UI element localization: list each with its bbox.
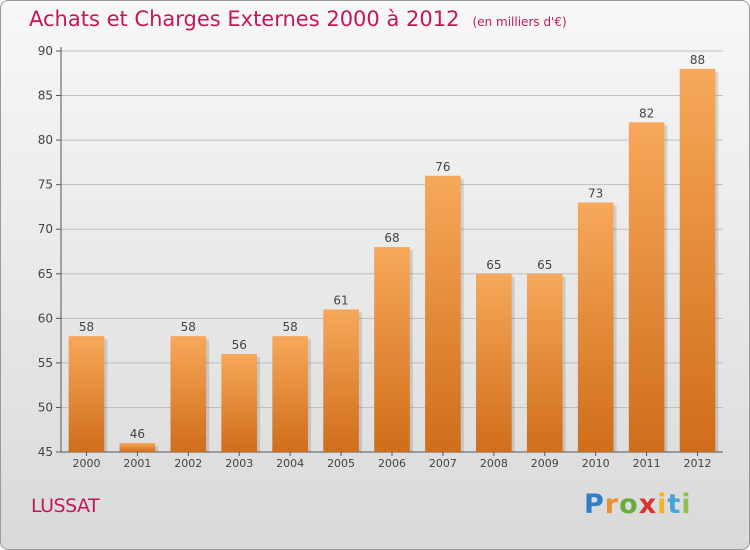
x-tick-label: 2000 bbox=[72, 457, 100, 470]
bar-2006 bbox=[374, 247, 410, 452]
x-tick-label: 2003 bbox=[225, 457, 253, 470]
x-tick-label: 2011 bbox=[633, 457, 661, 470]
commune-name: LUSSAT bbox=[31, 495, 100, 517]
bar-2009 bbox=[526, 273, 563, 452]
x-tick-label: 2012 bbox=[684, 457, 712, 470]
y-tick-label: 65 bbox=[38, 267, 53, 281]
y-tick-label: 85 bbox=[38, 89, 53, 103]
y-tick-label: 55 bbox=[38, 356, 53, 370]
bar-2003 bbox=[221, 353, 258, 452]
logo-letter: P bbox=[584, 489, 605, 520]
data-label: 58 bbox=[79, 320, 94, 334]
x-tick-label: 2008 bbox=[480, 457, 508, 470]
data-label: 61 bbox=[333, 293, 348, 307]
data-label: 65 bbox=[537, 258, 552, 272]
x-tick-label: 2007 bbox=[429, 457, 457, 470]
proxiti-logo[interactable]: Proxiti bbox=[584, 489, 692, 520]
data-labels: 58 46 58 56 58 61 68 76 65 65 73 82 88 bbox=[79, 53, 705, 441]
x-tick-label: 2010 bbox=[582, 457, 610, 470]
logo-letter: r bbox=[604, 489, 620, 520]
chart-title: Achats et Charges Externes 2000 à 2012 (… bbox=[29, 7, 567, 31]
logo-letter: i bbox=[657, 489, 668, 520]
bar-2010 bbox=[577, 202, 614, 452]
x-tick-label: 2006 bbox=[378, 457, 406, 470]
logo-letter: t bbox=[667, 489, 682, 520]
x-tick-label: 2002 bbox=[174, 457, 202, 470]
y-tick-label: 70 bbox=[38, 222, 53, 236]
data-label: 68 bbox=[384, 231, 399, 245]
x-tick-label: 2005 bbox=[327, 457, 355, 470]
y-tick-label: 80 bbox=[38, 133, 53, 147]
y-tick-label: 60 bbox=[38, 311, 53, 325]
y-tick-label: 90 bbox=[38, 44, 53, 58]
y-tick-label: 75 bbox=[38, 178, 53, 192]
bar-2002 bbox=[170, 336, 207, 452]
data-label: 88 bbox=[690, 53, 705, 67]
bar-2008 bbox=[476, 273, 512, 452]
x-tick-label: 2001 bbox=[123, 457, 151, 470]
y-tick-label: 45 bbox=[38, 445, 53, 459]
bar-2001 bbox=[119, 443, 156, 452]
chart-unit: (en milliers d'€) bbox=[472, 15, 567, 29]
data-label: 58 bbox=[283, 320, 298, 334]
x-tick-label: 2004 bbox=[276, 457, 304, 470]
data-label: 65 bbox=[486, 258, 501, 272]
bar-2000 bbox=[68, 336, 105, 452]
data-label: 76 bbox=[435, 160, 450, 174]
logo-letter: x bbox=[638, 489, 658, 520]
bar-2005 bbox=[323, 309, 359, 452]
data-label: 58 bbox=[181, 320, 196, 334]
bar-2011 bbox=[628, 122, 665, 453]
logo-letter: o bbox=[619, 489, 639, 520]
bar-2004 bbox=[272, 336, 308, 452]
bar-2012 bbox=[679, 68, 716, 453]
bar-2007 bbox=[425, 175, 461, 452]
axes: 45 50 55 60 65 70 75 80 85 90 2000 2001 2002 2003 2004… bbox=[38, 44, 723, 470]
chart-title-text: Achats et Charges Externes 2000 à 2012 bbox=[29, 7, 460, 31]
data-label: 56 bbox=[232, 338, 247, 352]
y-tick-label: 50 bbox=[38, 400, 53, 414]
bars bbox=[68, 68, 719, 453]
data-label: 46 bbox=[130, 427, 145, 441]
x-tick-label: 2009 bbox=[531, 457, 559, 470]
logo-letter: i bbox=[681, 489, 692, 520]
data-label: 82 bbox=[639, 106, 654, 120]
data-label: 73 bbox=[588, 186, 603, 200]
